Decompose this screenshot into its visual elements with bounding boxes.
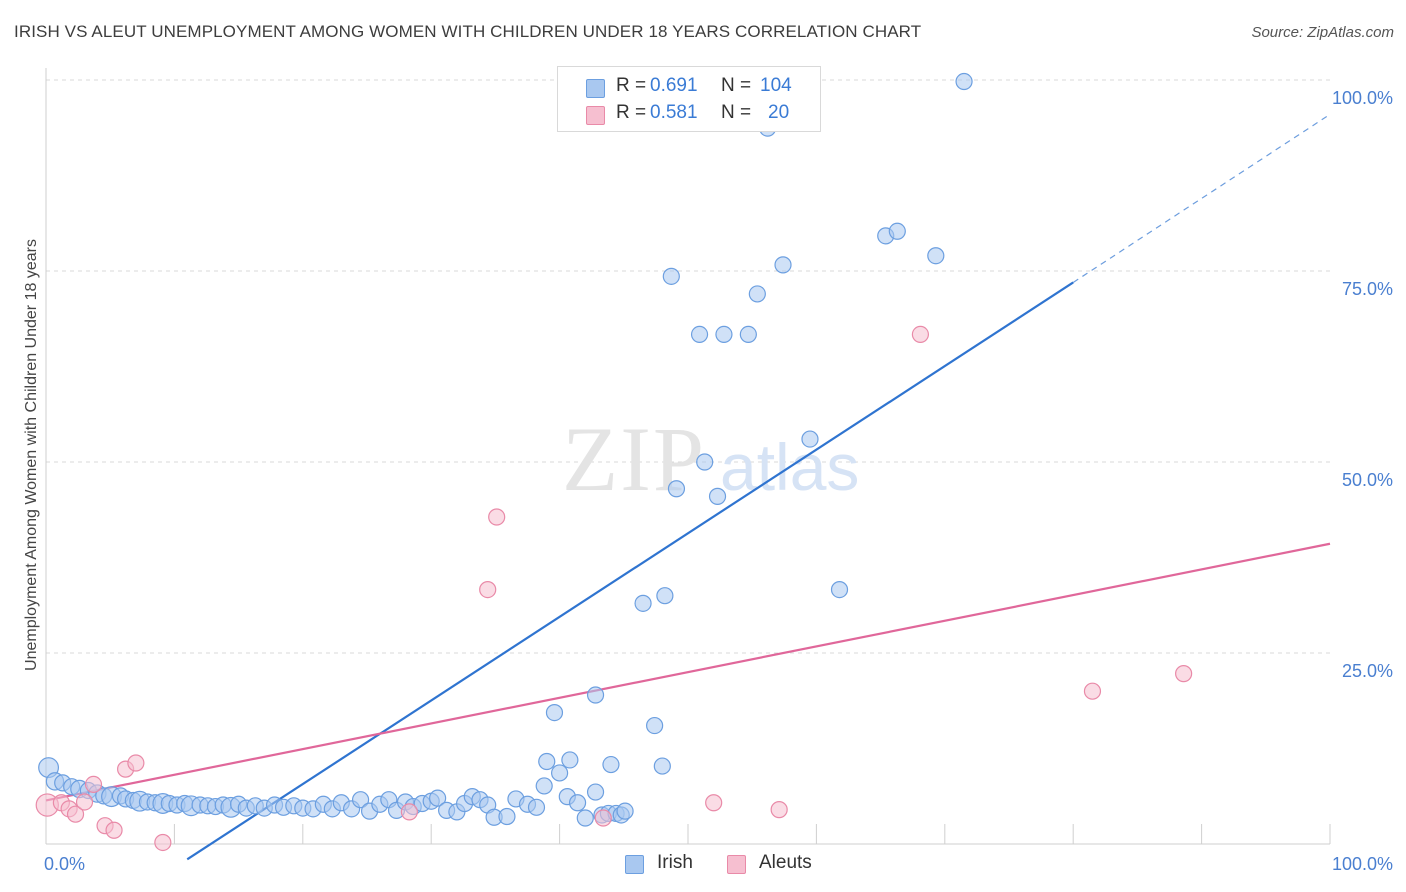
chart-title: IRISH VS ALEUT UNEMPLOYMENT AMONG WOMEN … (14, 22, 922, 41)
source-label: Source: ZipAtlas.com (1251, 24, 1394, 41)
data-point-aleuts (488, 508, 506, 526)
data-point-aleuts (84, 775, 103, 794)
data-point-irish (545, 703, 564, 722)
data-point-irish (739, 325, 757, 344)
y-tick-label: 50.0% (1342, 470, 1393, 490)
legend-n-value-aleuts: 20 (768, 102, 790, 123)
legend-r-label: R = (616, 102, 647, 123)
data-point-irish (586, 686, 605, 704)
trend-line-irish-extension (1072, 113, 1331, 283)
data-point-aleuts (400, 803, 418, 821)
y-tick-label: 75.0% (1342, 279, 1393, 299)
data-point-aleuts (479, 580, 497, 599)
legend-r-value-irish: 0.691 (650, 75, 698, 96)
data-point-irish (708, 487, 727, 505)
data-point-aleuts (105, 821, 123, 839)
legend-n-value-irish: 104 (760, 75, 792, 96)
data-point-irish (830, 580, 849, 599)
y-tick-label: 25.0% (1342, 661, 1393, 681)
x-tick-label-max: 100.0% (1332, 854, 1393, 874)
legend-n-label: N = (721, 75, 752, 96)
data-point-irish (662, 267, 680, 285)
data-point-irish (616, 802, 634, 820)
tick-labels: 25.0% 50.0% 75.0% 100.0% 0.0% 100.0% (44, 88, 1393, 874)
data-point-aleuts (75, 793, 94, 811)
data-point-irish (774, 256, 792, 274)
legend-r-label: R = (616, 75, 647, 96)
correlation-legend: R = 0.691 N = 104 R = 0.581 N = 20 (557, 66, 821, 132)
data-point-aleuts (127, 754, 145, 772)
y-tick-label: 100.0% (1332, 88, 1393, 108)
bottom-legend-label-aleuts: Aleuts (759, 852, 812, 873)
data-point-irish (801, 430, 819, 448)
axes (45, 68, 1331, 845)
data-point-aleuts (1083, 682, 1102, 700)
data-point-irish (602, 755, 620, 774)
data-point-irish (667, 480, 686, 498)
legend-swatch-irish (586, 79, 605, 98)
bottom-legend-swatch-aleuts (727, 855, 746, 874)
watermark-zip: ZIP (562, 408, 706, 510)
x-tick-label-min: 0.0% (44, 854, 85, 874)
data-point-irish (568, 794, 587, 812)
data-point-aleuts (1175, 665, 1193, 683)
data-points (35, 72, 1193, 852)
data-point-irish (646, 716, 664, 735)
data-point-irish (656, 587, 674, 605)
data-point-aleuts (66, 805, 85, 823)
data-point-irish (748, 285, 766, 303)
data-point-irish (690, 325, 709, 344)
data-point-irish (955, 72, 973, 91)
bottom-legend-swatch-irish (625, 855, 644, 874)
data-point-irish (696, 453, 714, 471)
legend-n-label: N = (721, 102, 752, 123)
data-point-aleuts (911, 325, 930, 344)
trend-lines (45, 113, 1331, 861)
legend-swatch-aleuts (586, 106, 605, 125)
trend-line-irish (186, 281, 1074, 861)
data-point-irish (527, 798, 546, 816)
data-point-irish (927, 247, 945, 265)
bottom-legend-label-irish: Irish (657, 852, 693, 873)
data-point-aleuts (705, 794, 723, 812)
data-point-irish (429, 789, 447, 807)
gridlines (46, 79, 1330, 654)
data-point-irish (498, 807, 516, 826)
y-axis-label: Unemployment Among Women with Children U… (23, 239, 40, 671)
data-point-irish (586, 783, 605, 801)
data-point-aleuts (770, 801, 788, 819)
data-point-aleuts (154, 833, 172, 852)
data-point-irish (715, 325, 733, 344)
data-point-aleuts (594, 809, 612, 827)
data-point-irish (535, 777, 553, 795)
watermark: ZIP atlas (562, 408, 859, 510)
data-point-irish (561, 751, 579, 769)
data-point-irish (576, 809, 594, 827)
data-point-irish (550, 764, 569, 782)
legend-r-value-aleuts: 0.581 (650, 102, 698, 123)
data-point-irish (538, 752, 556, 771)
data-point-irish (888, 222, 906, 240)
data-point-irish (351, 791, 370, 809)
data-point-irish (653, 757, 671, 775)
data-point-irish (634, 594, 652, 612)
trend-line-aleuts (45, 542, 1331, 802)
